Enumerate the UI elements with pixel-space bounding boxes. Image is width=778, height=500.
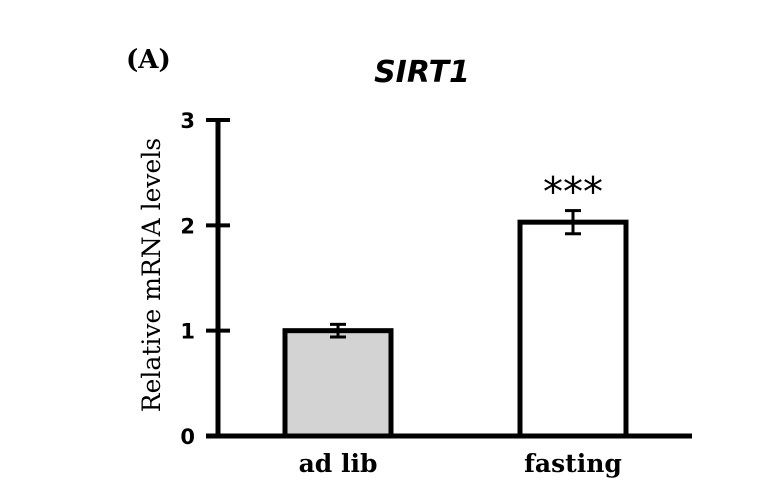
error-bars bbox=[330, 209, 581, 339]
x-tick-label-0: ad lib bbox=[299, 449, 378, 478]
y-tick-label-3: 3 bbox=[180, 109, 195, 133]
x-axis: ad lib fasting bbox=[206, 433, 692, 478]
y-axis-label: Relative mRNA levels bbox=[137, 138, 166, 412]
panel-label: (A) bbox=[126, 45, 171, 75]
x-tick-label-1: fasting bbox=[524, 449, 622, 478]
chart-title: SIRT1 bbox=[374, 55, 470, 90]
bars bbox=[282, 219, 629, 439]
error-bar-ad-lib bbox=[330, 322, 346, 339]
bar-ad-lib bbox=[282, 328, 394, 439]
y-axis: 0 1 2 3 bbox=[180, 109, 230, 449]
y-tick-label-0: 0 bbox=[180, 425, 195, 449]
annotations: *** bbox=[543, 170, 603, 216]
error-bar-fasting bbox=[565, 209, 581, 236]
y-tick-label-1: 1 bbox=[180, 320, 195, 344]
bar-fasting bbox=[517, 219, 629, 439]
significance-annotation: *** bbox=[543, 170, 603, 216]
y-tick-label-2: 2 bbox=[180, 214, 195, 238]
